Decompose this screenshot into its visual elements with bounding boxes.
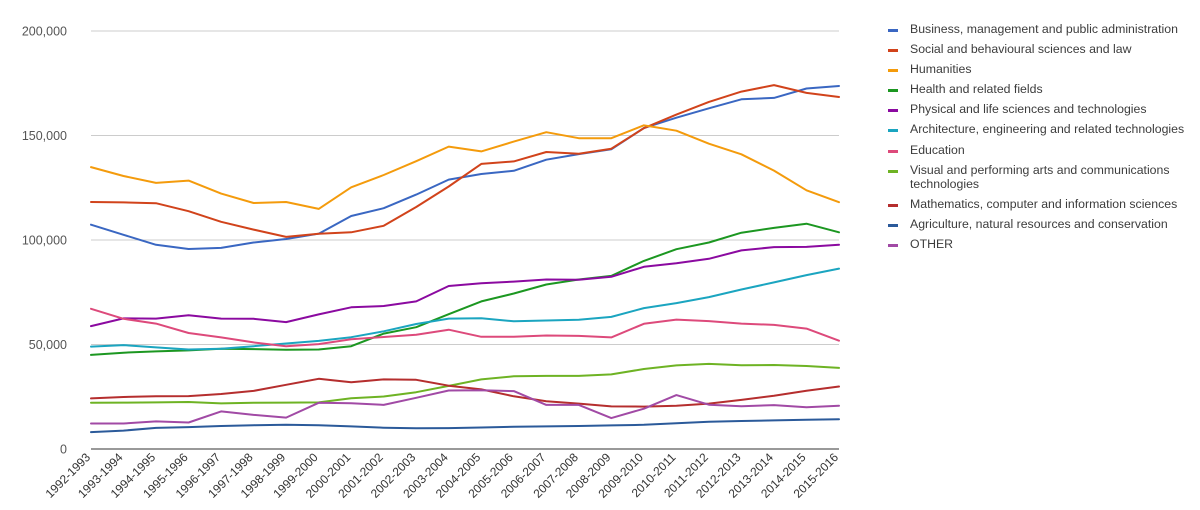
series-line-7[interactable] bbox=[90, 307, 840, 348]
legend-swatch bbox=[888, 109, 898, 113]
legend-swatch bbox=[888, 204, 898, 208]
legend-label: Humanities bbox=[910, 62, 972, 77]
y-tick-label: 100,000 bbox=[22, 234, 67, 248]
legend-item[interactable]: Health and related fields bbox=[888, 82, 1193, 97]
series-line-2[interactable] bbox=[90, 84, 840, 238]
series-line-11[interactable] bbox=[90, 389, 840, 425]
legend-label: Business, management and public administ… bbox=[910, 22, 1178, 36]
legend-label: Health and related fields bbox=[910, 82, 1043, 97]
legend-item[interactable]: Physical and life sciences and technolog… bbox=[888, 102, 1193, 117]
y-tick-label: 200,000 bbox=[22, 25, 67, 39]
legend-swatch bbox=[888, 149, 898, 153]
legend-swatch bbox=[888, 169, 898, 173]
legend-item[interactable]: Mathematics, computer and information sc… bbox=[888, 197, 1193, 212]
legend-item[interactable]: Social and behavioural sciences and law bbox=[888, 42, 1193, 57]
legend: Business, management and public administ… bbox=[888, 22, 1193, 258]
series-lines bbox=[90, 84, 840, 434]
series-line-1[interactable] bbox=[90, 85, 840, 250]
legend-label: Social and behavioural sciences and law bbox=[910, 42, 1132, 57]
legend-swatch bbox=[888, 69, 898, 73]
legend-label: Agriculture, natural resources and conse… bbox=[910, 217, 1168, 232]
legend-swatch bbox=[888, 224, 898, 228]
y-tick-label: 0 bbox=[60, 443, 67, 457]
legend-swatch bbox=[888, 89, 898, 93]
legend-swatch bbox=[888, 244, 898, 248]
line-chart: 0 50,000 100,000 150,000 200,000 1992-199319… bbox=[22, 25, 842, 501]
legend-label: Architecture, engineering and related te… bbox=[910, 122, 1185, 137]
legend-label: OTHER bbox=[910, 237, 954, 252]
legend-swatch bbox=[888, 49, 898, 53]
series-line-10[interactable] bbox=[90, 418, 840, 434]
series-line-6[interactable] bbox=[90, 267, 840, 351]
legend-item[interactable]: Architecture, engineering and related te… bbox=[888, 122, 1193, 137]
legend-item[interactable]: Education bbox=[888, 143, 1193, 158]
legend-item[interactable]: Humanities bbox=[888, 62, 1193, 77]
legend-swatch bbox=[888, 129, 898, 133]
series-line-9[interactable] bbox=[90, 377, 840, 408]
legend-label: Mathematics, computer and information sc… bbox=[910, 197, 1178, 212]
gridlines bbox=[91, 30, 839, 450]
legend-item[interactable]: Agriculture, natural resources and conse… bbox=[888, 217, 1193, 232]
legend-swatch bbox=[888, 29, 898, 32]
series-line-5[interactable] bbox=[90, 243, 840, 328]
legend-label: Visual and performing arts and communica… bbox=[910, 162, 1170, 192]
series-line-8[interactable] bbox=[90, 362, 840, 405]
legend-label: Physical and life sciences and technolog… bbox=[910, 102, 1147, 117]
y-axis: 0 50,000 100,000 150,000 200,000 bbox=[22, 25, 67, 457]
y-tick-label: 150,000 bbox=[22, 129, 67, 143]
series-line-3[interactable] bbox=[90, 124, 840, 210]
legend-item[interactable]: Visual and performing arts and communica… bbox=[888, 163, 1193, 192]
legend-label: Education bbox=[910, 142, 965, 157]
x-axis: 1992-19931993-19941994-19951995-19961996… bbox=[43, 450, 842, 501]
y-tick-label: 50,000 bbox=[29, 338, 67, 352]
legend-item[interactable]: OTHER bbox=[888, 237, 1193, 252]
legend-item[interactable]: Business, management and public administ… bbox=[888, 22, 1193, 37]
